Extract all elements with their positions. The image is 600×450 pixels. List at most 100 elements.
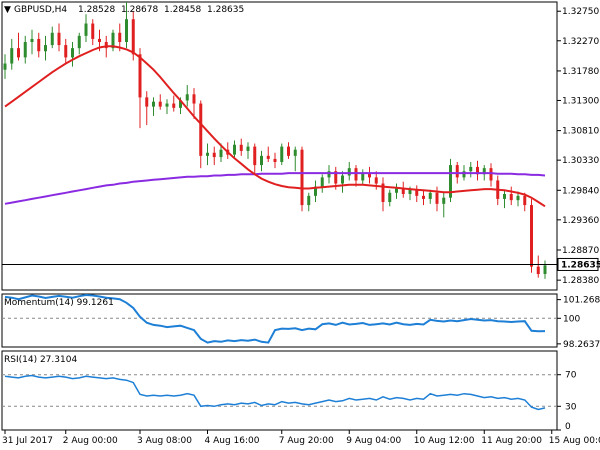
time-tick-label: 11 Aug 20:00 xyxy=(481,436,542,446)
ma-slow-line xyxy=(4,172,546,205)
candle xyxy=(347,162,351,181)
candle xyxy=(293,146,297,172)
candle xyxy=(185,85,189,107)
candle xyxy=(3,54,7,79)
price-tick-label: 1.28380 xyxy=(562,276,599,286)
candle xyxy=(314,180,317,202)
momentum-title: Momentum(14) 99.1261 xyxy=(4,298,114,308)
candle xyxy=(145,91,149,126)
candle xyxy=(422,189,425,206)
candle xyxy=(266,146,270,162)
candle xyxy=(17,32,20,61)
candle xyxy=(233,140,236,159)
ohlc-high: 1.28678 xyxy=(121,5,158,15)
candle xyxy=(530,198,533,273)
candle xyxy=(503,189,506,209)
price-tick-label: 1.29840 xyxy=(562,186,599,196)
candle xyxy=(307,192,311,212)
candle xyxy=(388,189,392,207)
rsi-title: RSI(14) 27.3104 xyxy=(4,355,77,365)
candle xyxy=(239,138,243,156)
symbol-label: GBPUSD,H4 xyxy=(14,5,67,15)
rsi-panel-frame xyxy=(1,350,558,431)
candle xyxy=(320,174,324,193)
candle xyxy=(381,177,385,212)
candle xyxy=(327,165,331,184)
time-tick-label: 2 Aug 00:00 xyxy=(63,436,118,446)
price-tick-label: 1.31300 xyxy=(562,96,599,106)
price-tick-label: 1.30330 xyxy=(562,156,599,166)
rsi-tick-label: 0 xyxy=(565,422,571,432)
candle xyxy=(253,143,257,175)
price-tick-label: 1.30810 xyxy=(562,127,599,137)
momentum-line xyxy=(4,293,546,344)
candle xyxy=(91,19,95,46)
candle xyxy=(341,171,344,193)
candle xyxy=(165,99,169,114)
candle xyxy=(10,38,14,70)
current-price-label: 1.28635 xyxy=(561,260,600,270)
time-tick-label: 10 Aug 12:00 xyxy=(414,436,475,446)
price-tick-label: 1.31780 xyxy=(562,67,599,77)
candle xyxy=(523,192,527,212)
momentum-panel-frame xyxy=(1,293,558,348)
candle xyxy=(442,192,446,218)
candle xyxy=(469,162,473,178)
candle xyxy=(509,186,513,206)
price-tick-label: 1.32750 xyxy=(562,7,599,17)
time-tick-label: 4 Aug 16:00 xyxy=(205,436,260,446)
rsi-tick-label: 70 xyxy=(565,371,577,381)
candle xyxy=(354,165,358,187)
candle xyxy=(138,48,142,129)
price-panel xyxy=(2,2,557,279)
candle xyxy=(260,150,263,172)
time-tick-label: 9 Aug 04:00 xyxy=(346,436,401,446)
current-price-tag: 1.28635 xyxy=(557,257,600,271)
candle xyxy=(199,100,203,169)
momentum-tick-label: 98.2637 xyxy=(563,340,600,350)
ohlc-close: 1.28635 xyxy=(207,5,244,15)
ma-fast-line xyxy=(4,45,546,208)
momentum-tick-label: 100 xyxy=(563,314,580,324)
candle xyxy=(280,143,284,166)
candle xyxy=(212,146,216,166)
candle xyxy=(449,158,452,202)
candle xyxy=(516,191,520,207)
candle xyxy=(158,94,162,110)
momentum-panel xyxy=(2,293,557,344)
candle xyxy=(30,29,34,55)
candle xyxy=(152,97,155,116)
candle xyxy=(543,260,547,279)
candle xyxy=(192,88,196,119)
time-tick-label: 31 Jul 2017 xyxy=(2,436,53,446)
rsi-line xyxy=(4,374,546,411)
ohlc-low: 1.28458 xyxy=(164,5,201,15)
rsi-panel xyxy=(2,374,557,411)
time-tick-label: 7 Aug 20:00 xyxy=(279,436,334,446)
candle xyxy=(172,95,176,112)
candle xyxy=(23,35,27,64)
candle xyxy=(361,169,365,186)
candle xyxy=(401,181,405,198)
candle xyxy=(428,189,432,204)
candle xyxy=(395,183,398,199)
candle xyxy=(50,26,54,49)
dropdown-arrow-icon[interactable]: ▼ xyxy=(4,5,11,15)
candle xyxy=(300,146,304,212)
candle xyxy=(111,29,115,52)
candle xyxy=(206,143,209,166)
candle xyxy=(77,32,81,55)
candle xyxy=(64,38,68,64)
price-panel-frame xyxy=(1,1,558,291)
candle xyxy=(125,2,128,49)
candle xyxy=(84,14,88,42)
rsi-tick-label: 30 xyxy=(565,402,577,412)
candle xyxy=(368,166,371,184)
price-tick-label: 1.29360 xyxy=(562,216,599,226)
candle xyxy=(44,35,47,61)
candle xyxy=(273,152,277,169)
candle xyxy=(476,160,479,181)
price-tick-label: 1.28870 xyxy=(562,246,599,256)
